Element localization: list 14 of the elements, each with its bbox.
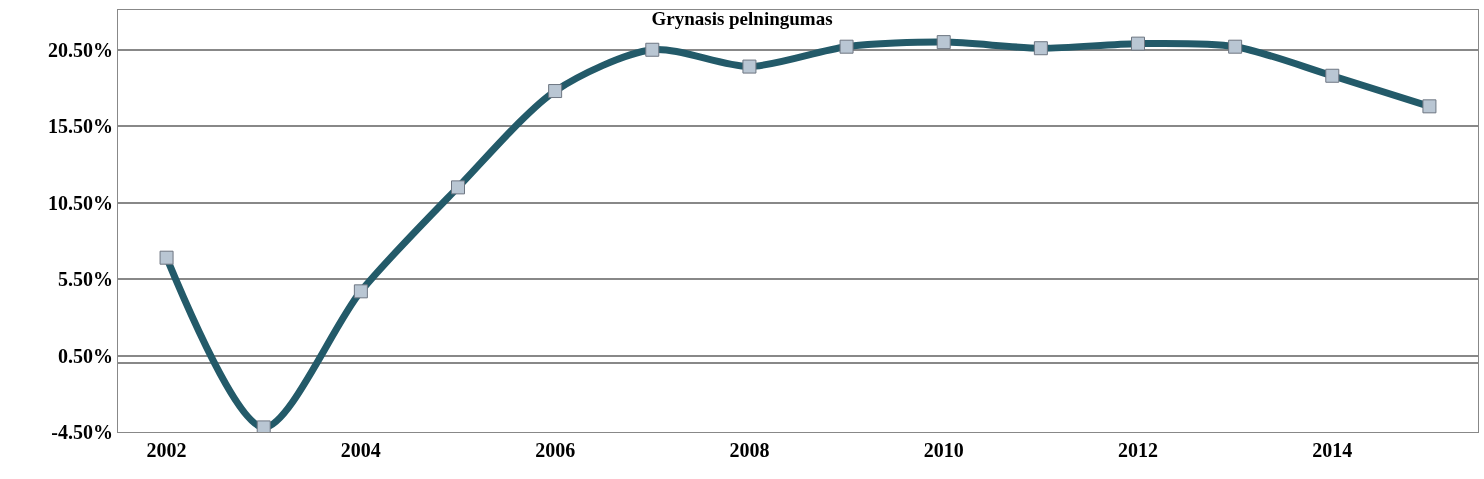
chart-title: Grynasis pelningumas <box>651 8 833 30</box>
y-tick-label: 15.50% <box>48 115 113 138</box>
y-tick-label: 20.50% <box>48 38 113 61</box>
x-tick-label: 2014 <box>1312 439 1353 461</box>
y-tick-label: 10.50% <box>48 191 113 214</box>
x-tick-label: 2008 <box>729 439 770 461</box>
x-tick-label: 2010 <box>923 439 964 461</box>
y-tick-label: 0.50% <box>58 344 113 367</box>
x-tick-label: 2006 <box>535 439 576 461</box>
y-tick-label: 5.50% <box>58 268 113 291</box>
x-tick-label: 2002 <box>146 439 187 461</box>
y-tick-label: -4.50% <box>51 421 113 443</box>
x-tick-label: 2004 <box>340 439 381 461</box>
x-tick-label: 2012 <box>1118 439 1158 461</box>
